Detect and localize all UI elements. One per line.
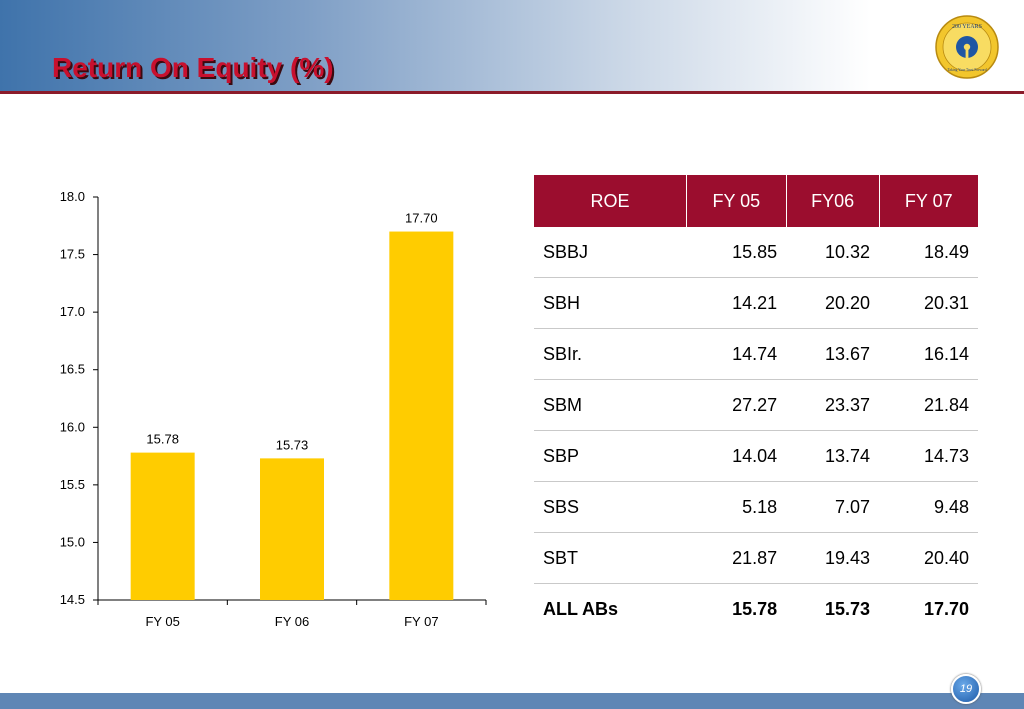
roe-bar-chart: 14.5 15.0 15.5 16.0 16.5 17.0 17.5 18.0 FY 05 FY… xyxy=(60,189,487,629)
bank-name-cell: SBH xyxy=(534,277,687,329)
bar-data-label: 15.78 xyxy=(146,432,179,447)
x-category-label: FY 05 xyxy=(145,614,179,629)
value-cell: 21.84 xyxy=(879,379,978,431)
roe-table: ROE FY 05 FY06 FY 07 SBBJ 15.85 10.32 18… xyxy=(534,175,978,634)
header-divider xyxy=(0,91,1024,94)
column-header: FY 07 xyxy=(879,175,978,227)
y-tick-label: 17.5 xyxy=(60,247,85,262)
y-tick-label: 18.0 xyxy=(60,189,85,204)
table-row: SBBJ 15.85 10.32 18.49 xyxy=(534,227,978,278)
page-number-badge: 19 xyxy=(951,674,981,704)
total-value-cell: 15.73 xyxy=(824,598,871,619)
sbi-200-years-seal-icon: 200 YEARS Taking Your Trust Forward xyxy=(935,15,999,79)
table-row: SBT 21.87 19.43 20.40 xyxy=(534,532,978,584)
total-label-cell: ALL ABs xyxy=(543,598,619,619)
bank-name-cell: SBP xyxy=(534,430,687,482)
value-cell: 21.87 xyxy=(686,532,787,584)
x-category-label: FY 06 xyxy=(275,614,309,629)
value-cell: 9.48 xyxy=(879,481,978,533)
slide-title: Return On Equity (%) xyxy=(52,52,334,83)
bank-name-cell: SBIr. xyxy=(534,328,687,380)
table-row: SBIr. 14.74 13.67 16.14 xyxy=(534,328,978,380)
y-tick-label: 15.5 xyxy=(60,477,85,492)
total-value-cell: 15.78 xyxy=(732,598,778,619)
value-cell: 13.74 xyxy=(786,430,880,482)
y-tick-label: 16.0 xyxy=(60,419,85,434)
bank-name-cell: SBS xyxy=(534,481,687,533)
column-header: FY06 xyxy=(786,175,880,227)
footer-band xyxy=(0,693,1024,709)
bar xyxy=(260,458,324,600)
column-header: FY 05 xyxy=(686,175,787,227)
value-cell: 14.04 xyxy=(686,430,787,482)
y-tick-label: 16.5 xyxy=(60,362,85,377)
value-cell: 20.20 xyxy=(786,277,880,329)
value-cell: 15.85 xyxy=(686,227,787,278)
bar-data-label: 17.70 xyxy=(405,211,438,226)
logo-top-text: 200 YEARS xyxy=(952,24,982,30)
value-cell: 20.40 xyxy=(879,532,978,584)
value-cell: 14.21 xyxy=(686,277,787,329)
value-cell: 18.49 xyxy=(879,227,978,278)
value-cell: 27.27 xyxy=(686,379,787,431)
y-tick-label: 15.0 xyxy=(60,534,85,549)
bar xyxy=(130,452,195,600)
table-row: SBH 14.21 20.20 20.31 xyxy=(534,277,978,329)
table-row: SBP 14.04 13.74 14.73 xyxy=(534,430,978,482)
value-cell: 7.07 xyxy=(786,481,880,533)
value-cell: 19.43 xyxy=(786,532,880,584)
table-header-row: ROE FY 05 FY06 FY 07 xyxy=(534,175,978,227)
column-header: ROE xyxy=(534,175,687,227)
y-tick-label: 14.5 xyxy=(60,592,85,607)
value-cell: 20.31 xyxy=(879,277,978,329)
header-band xyxy=(0,0,1024,93)
y-tick-label: 17.0 xyxy=(60,304,85,319)
x-category-label: FY 07 xyxy=(404,614,438,629)
value-cell: 5.18 xyxy=(686,481,787,533)
value-cell: 10.32 xyxy=(786,227,880,278)
value-cell: 13.67 xyxy=(786,328,880,380)
table-row: SBM 27.27 23.37 21.84 xyxy=(534,379,978,431)
bank-name-cell: SBM xyxy=(534,379,687,431)
value-cell: 23.37 xyxy=(786,379,880,431)
logo-bottom-text: Taking Your Trust Forward xyxy=(947,68,986,72)
bank-name-cell: SBBJ xyxy=(534,227,687,278)
total-value-cell: 17.70 xyxy=(923,598,969,619)
bank-name-cell: SBT xyxy=(534,532,687,584)
table-total-row: ALL ABs 15.78 15.73 17.70 xyxy=(534,584,978,635)
bar xyxy=(389,231,454,601)
table-row: SBS 5.18 7.07 9.48 xyxy=(534,481,978,533)
value-cell: 14.73 xyxy=(879,430,978,482)
bar-data-label: 15.73 xyxy=(276,437,309,452)
value-cell: 14.74 xyxy=(686,328,787,380)
value-cell: 16.14 xyxy=(879,328,978,380)
